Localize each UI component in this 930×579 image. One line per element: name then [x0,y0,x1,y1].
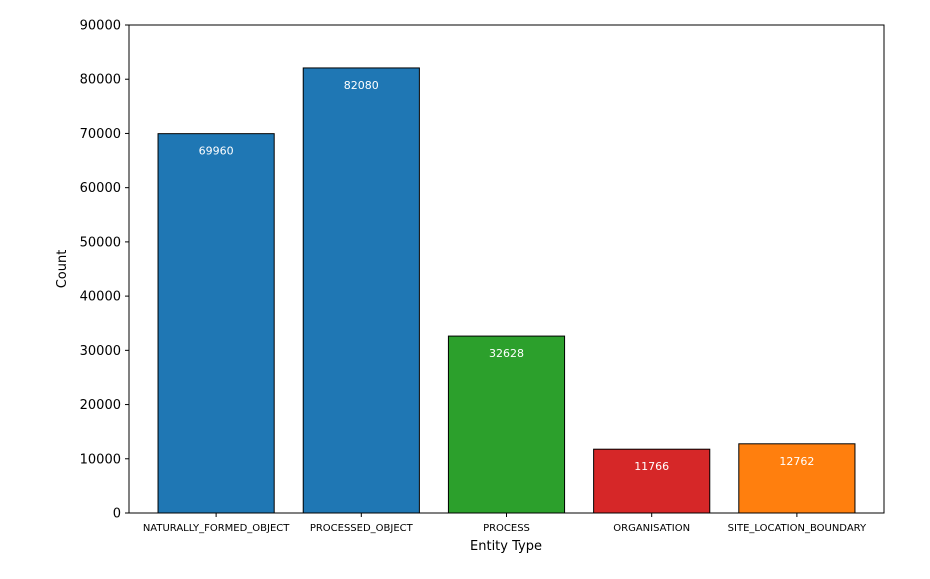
x-tick-label: ORGANISATION [613,523,690,534]
x-tick-label: NATURALLY_FORMED_OBJECT [143,523,290,534]
y-tick-label: 90000 [80,19,121,34]
x-tick-label: PROCESS [483,523,530,534]
y-tick-label: 20000 [80,398,121,413]
y-tick-label: 80000 [80,73,121,88]
bar-value-label: 11766 [634,460,669,473]
y-tick-label: 60000 [80,181,121,196]
bar-naturally-formed-object [157,133,275,514]
value-labels-layer: 69960 82080 32628 11766 12762 [199,79,815,473]
y-tick-label: 0 [113,507,121,522]
bar-value-label: 82080 [344,79,379,92]
y-tick-label: 70000 [80,127,121,142]
y-tick-label: 10000 [80,452,121,467]
y-axis-title: Count [55,250,70,289]
bar-processed-object [302,67,420,514]
x-tick-label: SITE_LOCATION_BOUNDARY [728,523,867,534]
y-axis: 0 10000 20000 30000 40000 50000 60000 70000 8000… [80,19,129,522]
y-tick-label: 50000 [80,235,121,250]
x-axis-title: Entity Type [470,539,542,554]
y-tick-label: 30000 [80,344,121,359]
x-axis: NATURALLY_FORMED_OBJECT PROCESSED_OBJECT P… [143,513,867,534]
bar-value-label: 69960 [199,145,234,158]
bar-value-label: 12762 [779,455,814,468]
bar-process [447,335,566,514]
bar-value-label: 32628 [489,347,524,360]
bars-layer [157,67,856,514]
x-tick-label: PROCESSED_OBJECT [310,523,414,534]
bar-organisation [593,448,711,514]
y-tick-label: 40000 [80,290,121,305]
